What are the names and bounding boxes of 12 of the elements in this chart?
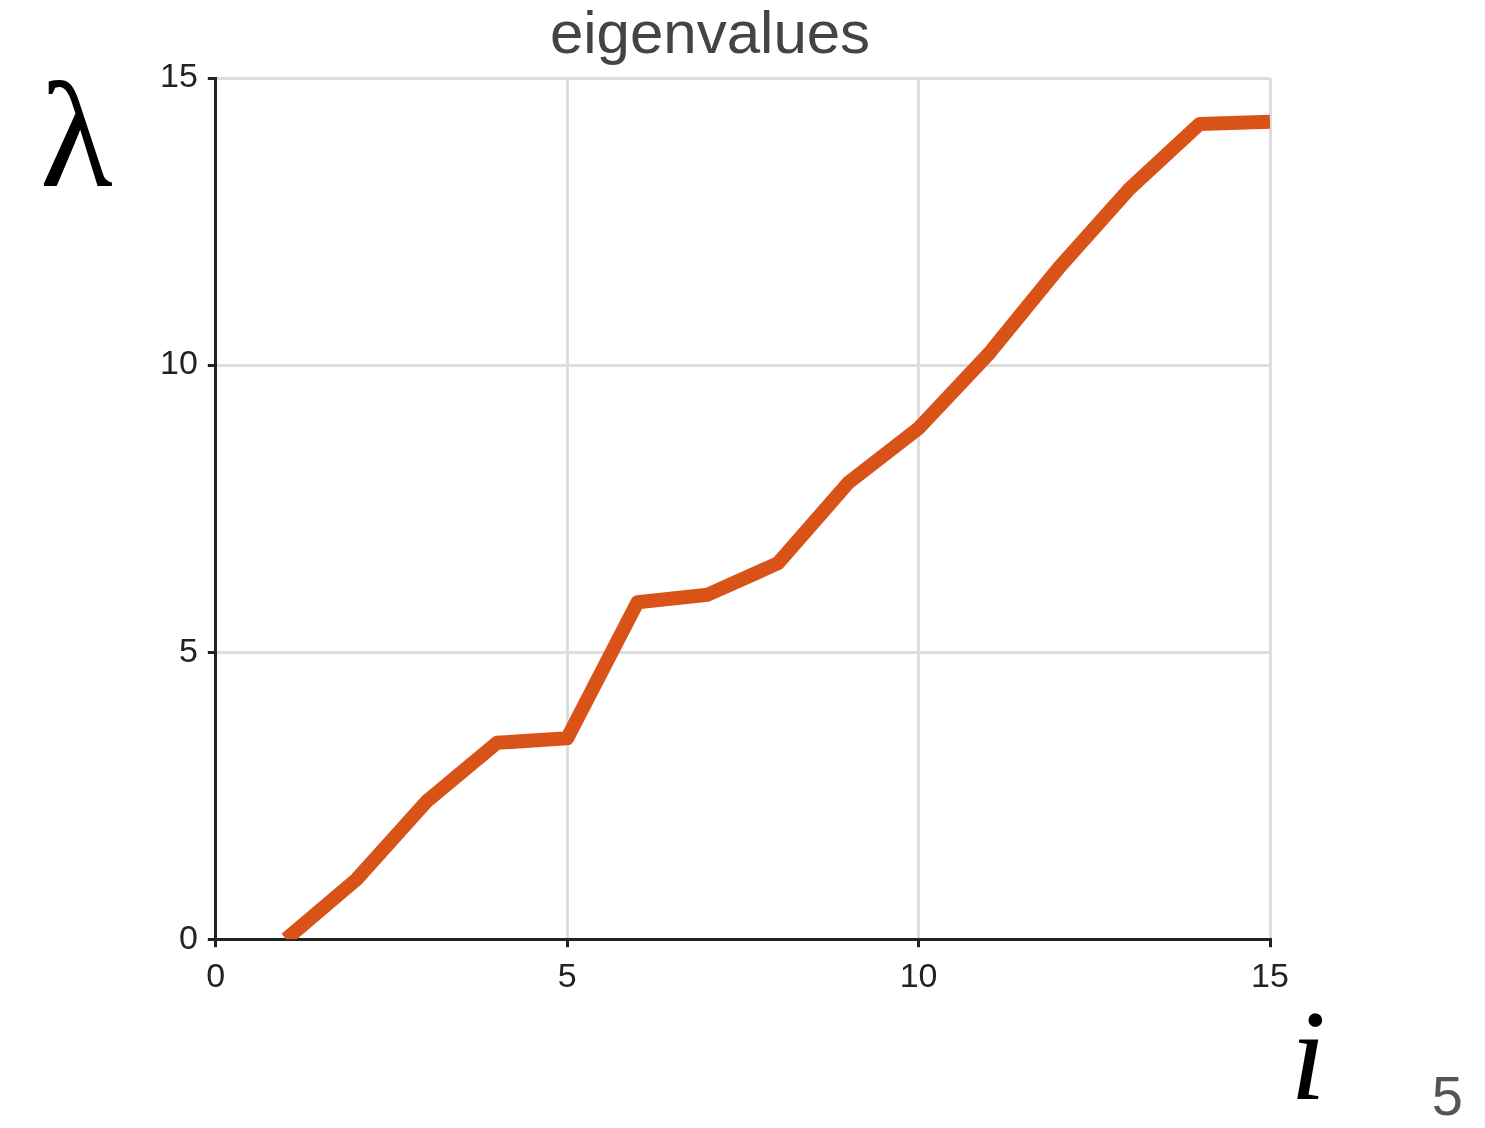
y-tick-label: 0	[178, 917, 198, 956]
text: 5	[1431, 1063, 1463, 1128]
y-tick-label: 10	[159, 343, 198, 382]
chart-title: eigenvalues	[549, 0, 871, 66]
x-tick-label: 0	[206, 955, 226, 994]
x-tick-label: 5	[557, 955, 577, 994]
y-tick-label: 15	[159, 56, 198, 95]
x-tick-label: 15	[1251, 955, 1289, 994]
x-tick-label: 10	[899, 955, 938, 994]
x-axis-title: i	[1290, 983, 1327, 1127]
y-axis-title: λ	[40, 52, 113, 218]
y-tick-label: 5	[178, 630, 198, 669]
